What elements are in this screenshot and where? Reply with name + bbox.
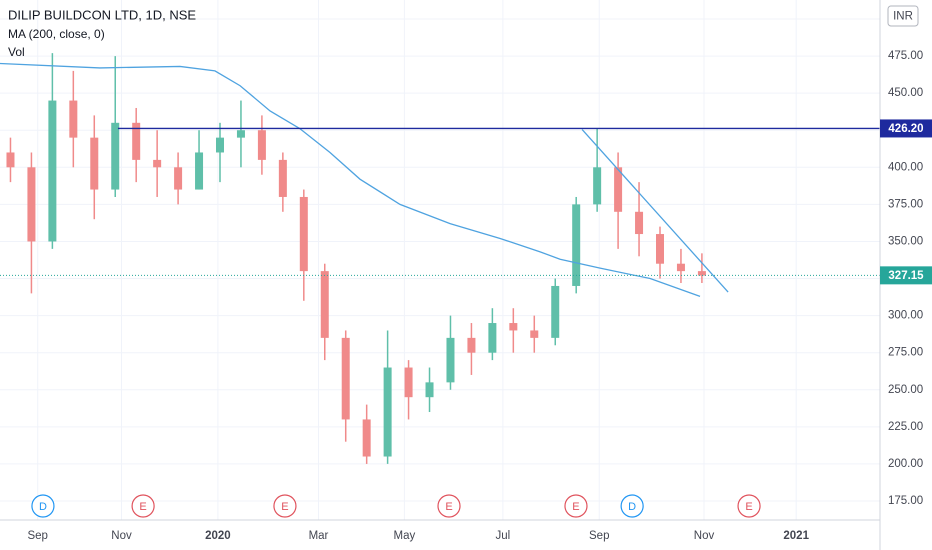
- candle-body: [132, 122, 141, 160]
- candle-body: [216, 137, 224, 153]
- candle-body: [278, 159, 287, 197]
- event-label[interactable]: E: [445, 501, 452, 513]
- price-label-box: [880, 119, 932, 138]
- event-marker[interactable]: [437, 494, 461, 518]
- x-tick-label: Jul: [496, 530, 511, 542]
- price-label-box: [880, 266, 932, 285]
- x-tick-label: Sep: [589, 530, 609, 542]
- plot: [0, 53, 880, 464]
- candle-body: [593, 167, 602, 205]
- candle-body: [341, 337, 350, 420]
- candle-body: [614, 167, 623, 212]
- candle-body: [48, 100, 57, 242]
- x-tick-label: May: [394, 530, 416, 542]
- candle-body: [320, 271, 329, 338]
- candle-body: [509, 323, 518, 331]
- y-tick-label: 200.00: [888, 458, 923, 470]
- event-marker[interactable]: [564, 494, 588, 518]
- y-tick-label: 350.00: [888, 235, 923, 247]
- event-marker[interactable]: [620, 494, 644, 518]
- axes: 175.00200.00225.00250.00275.00300.00325.…: [27, 13, 932, 542]
- event-label[interactable]: D: [39, 501, 47, 513]
- price-label: 426.20: [888, 123, 923, 135]
- price-label: 327.15: [888, 270, 924, 282]
- candle-body: [174, 167, 183, 190]
- y-tick-label: 375.00: [888, 198, 923, 210]
- moving-average: [0, 62, 701, 297]
- candle-body: [69, 100, 78, 138]
- candle-body: [676, 263, 685, 272]
- grid: [0, 0, 880, 520]
- event-label[interactable]: D: [628, 501, 636, 513]
- candle-body: [153, 159, 162, 168]
- x-tick-label: Nov: [694, 530, 715, 542]
- event-label[interactable]: E: [745, 501, 752, 513]
- currency-box[interactable]: [887, 5, 919, 27]
- candle-body: [467, 337, 476, 353]
- event-label[interactable]: E: [139, 501, 146, 513]
- currency[interactable]: INR: [893, 11, 913, 23]
- candle-body: [27, 167, 36, 242]
- event-marker[interactable]: [273, 494, 297, 518]
- y-tick-label: 475.00: [888, 50, 923, 62]
- candle-body: [195, 152, 204, 190]
- candle-body: [383, 367, 392, 457]
- candle-body: [488, 323, 497, 353]
- candle-body: [90, 137, 99, 190]
- candle-body: [635, 211, 644, 235]
- candle-body: [425, 382, 434, 398]
- y-tick-label: 275.00: [888, 347, 923, 359]
- event-marker[interactable]: [31, 494, 55, 518]
- event-marker[interactable]: [737, 494, 761, 518]
- candle-body: [551, 285, 560, 338]
- event-label[interactable]: E: [572, 501, 579, 513]
- candle-body: [572, 204, 581, 286]
- x-tick-label: Sep: [27, 530, 47, 542]
- candle-body: [362, 419, 371, 457]
- y-tick-label: 450.00: [888, 87, 923, 99]
- y-tick-label: 225.00: [888, 421, 923, 433]
- x-tick-label: 2021: [783, 530, 809, 542]
- candle-body: [697, 271, 706, 276]
- candle-body: [257, 130, 266, 160]
- y-tick-label: 175.00: [888, 495, 923, 507]
- trendline: [581, 129, 729, 293]
- event-marker[interactable]: [131, 494, 155, 518]
- y-tick-label: 250.00: [888, 384, 923, 396]
- x-tick-label: Mar: [309, 530, 329, 542]
- candle-body: [299, 196, 308, 272]
- chart-title: DILIP BUILDCON LTD, 1D, NSE: [8, 7, 196, 22]
- candle-body: [530, 330, 539, 338]
- candle-body: [6, 152, 15, 168]
- x-tick-label: 2020: [205, 530, 231, 542]
- event-label[interactable]: E: [281, 501, 288, 513]
- candle-body: [656, 234, 664, 264]
- candle-body: [236, 130, 245, 138]
- y-tick-label: 300.00: [888, 310, 923, 322]
- y-tick-label: 400.00: [888, 161, 923, 173]
- candle-body: [404, 367, 413, 398]
- candle-body: [446, 337, 455, 383]
- candle-body: [111, 122, 120, 190]
- indicator-label: MA (200, close, 0): [8, 27, 105, 41]
- indicator-label: Vol: [8, 45, 25, 59]
- x-tick-label: Nov: [111, 530, 132, 542]
